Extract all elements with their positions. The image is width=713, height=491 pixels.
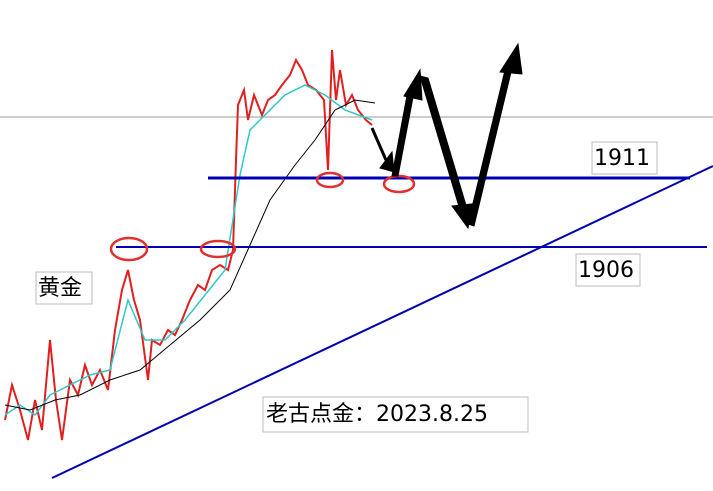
asset-label: 黄金 — [38, 276, 82, 301]
highlight-circle — [382, 174, 416, 194]
signature: 老古点金：2023.8.25 — [266, 402, 488, 427]
forecast-arrows — [370, 42, 523, 230]
highlight-circle — [315, 171, 345, 189]
label-box — [591, 141, 658, 175]
moving-average-long — [4, 99, 376, 411]
moving-average-short — [4, 84, 373, 417]
trend-line — [51, 165, 713, 479]
highlight-circle — [199, 239, 237, 259]
label-box — [262, 396, 529, 433]
level-label: 1911 — [594, 146, 650, 171]
highlight-circle — [109, 236, 149, 262]
level-label: 1906 — [578, 258, 634, 283]
price-candles — [4, 49, 373, 441]
label-box — [35, 271, 93, 305]
label-box — [575, 253, 641, 287]
